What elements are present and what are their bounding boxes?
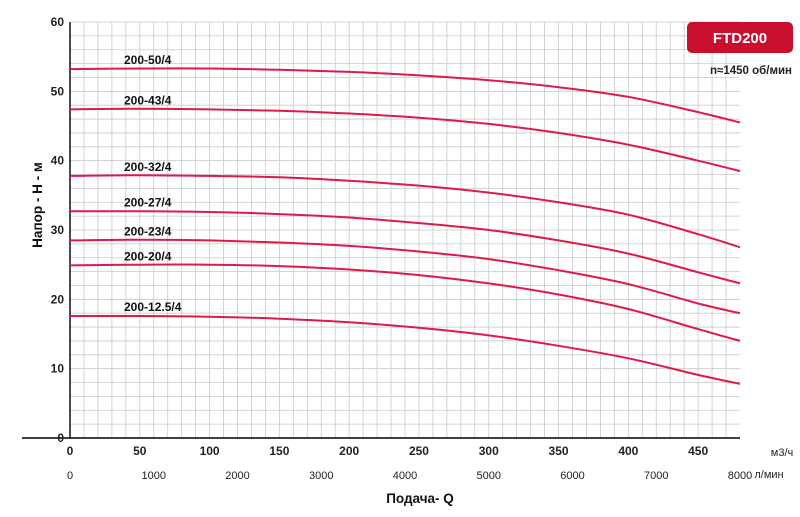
model-badge: FTD200 [687,22,793,53]
x-tick-label-secondary: 8000 [728,470,752,482]
y-tick-label: 0 [57,431,64,445]
series-label: 200-20/4 [124,249,172,263]
x-tick-label: 50 [133,444,147,458]
series-curve-200-23-4 [69,238,741,315]
x-tick-label-secondary: 4000 [393,470,417,482]
x-tick-label: 150 [269,444,289,458]
x-unit-primary: м3/ч [771,447,793,459]
series-label: 200-12.5/4 [124,300,182,314]
series-label: 200-32/4 [124,160,172,174]
x-tick-label: 200 [339,444,359,458]
x-tick-label: 250 [409,444,429,458]
x-tick-label-secondary: 5000 [477,470,501,482]
series-curve-200-50-4 [69,67,741,124]
series-curve-200-43-4 [69,107,741,173]
y-axis-title: Напор - H - м [30,162,45,248]
x-tick-label-secondary: 3000 [309,470,333,482]
badge-label: FTD200 [713,30,767,47]
y-tick-label: 40 [51,154,65,168]
y-tick-label: 50 [51,84,65,98]
x-tick-label-secondary: 0 [67,470,73,482]
y-tick-labels: 0 10 20 30 40 50 60 [51,15,65,445]
y-tick-label: 60 [51,15,65,29]
x-unit-secondary: л/мин [754,469,783,481]
x-tick-label-secondary: 1000 [142,470,166,482]
y-tick-label: 20 [51,292,65,306]
x-tick-label-secondary: 6000 [560,470,584,482]
x-tick-label-secondary: 7000 [644,470,668,482]
x-axis-title: Подача- Q [386,491,454,506]
badge-background [687,22,793,53]
series-label: 200-43/4 [124,93,172,107]
x-tick-labels-secondary: 0 1000 2000 3000 4000 5000 6000 7000 8000 [67,470,752,482]
series-label: 200-50/4 [124,53,172,67]
series-curves [69,67,741,385]
series-curve-200-32-4 [69,174,741,249]
grid [70,21,740,438]
x-tick-label: 0 [67,444,74,458]
y-tick-label: 10 [51,362,65,376]
x-tick-label: 100 [200,444,220,458]
series-curve-200-12-5-4 [69,314,741,385]
y-tick-label: 30 [51,223,65,237]
x-tick-label: 300 [479,444,499,458]
x-tick-label: 350 [549,444,569,458]
x-tick-label: 450 [688,444,708,458]
series-curve-200-20-4 [69,263,741,342]
axes [22,22,740,439]
series-label: 200-27/4 [124,195,172,209]
x-tick-label: 400 [618,444,638,458]
x-tick-labels: 0 50 100 150 200 250 300 350 400 450 [67,444,709,458]
series-labels: 200-50/4 200-43/4 200-32/4 200-27/4 200-23/4… [124,53,182,314]
series-curve-200-27-4 [69,210,741,285]
speed-note: n≈1450 об/мин [710,65,792,77]
series-label: 200-23/4 [124,224,172,238]
x-tick-label-secondary: 2000 [225,470,249,482]
